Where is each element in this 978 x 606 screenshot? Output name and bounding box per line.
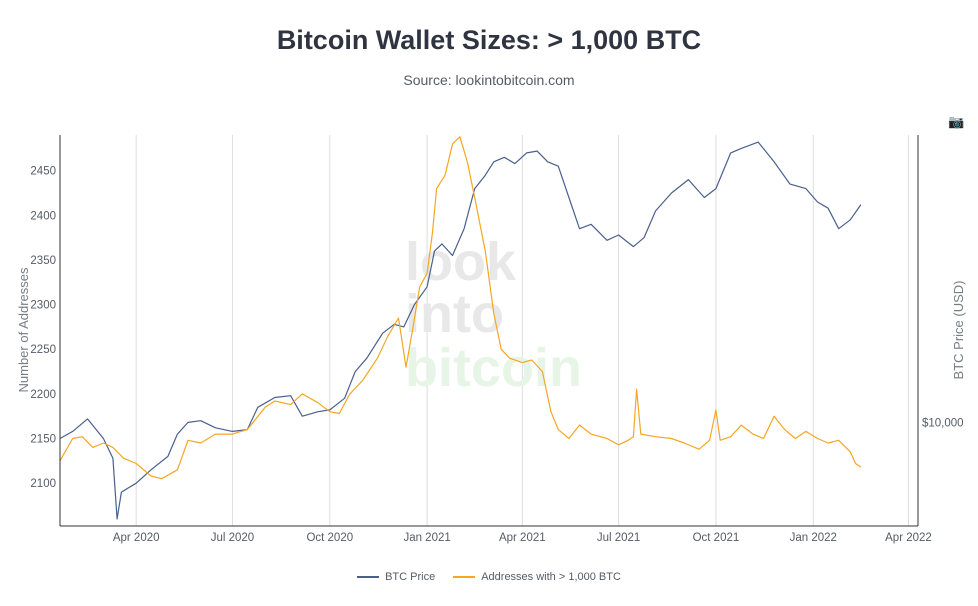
watermark-bitcoin: bitcoin bbox=[405, 338, 582, 398]
legend-swatch-btc-price bbox=[357, 576, 380, 578]
series-line-addresses bbox=[59, 136, 862, 480]
legend: BTC Price Addresses with > 1,000 BTC bbox=[0, 571, 978, 583]
y2-tick-label: $10,000 bbox=[922, 417, 964, 429]
legend-item-btc-price[interactable]: BTC Price bbox=[357, 571, 435, 583]
x-tick-label: Jul 2021 bbox=[597, 532, 640, 544]
legend-swatch-addresses bbox=[453, 576, 476, 578]
y-tick-label: 2200 bbox=[30, 389, 56, 401]
y-tick-label: 2250 bbox=[30, 344, 56, 356]
watermark: look into bitcoin bbox=[405, 232, 582, 398]
y-axis-title: Number of Addresses bbox=[16, 267, 31, 393]
x-tick-label: Jul 2020 bbox=[211, 532, 254, 544]
y-tick-label: 2400 bbox=[30, 210, 56, 222]
legend-label-addresses: Addresses with > 1,000 BTC bbox=[481, 571, 621, 583]
x-tick-label: Jan 2021 bbox=[403, 532, 450, 544]
series-layer bbox=[59, 136, 862, 520]
y-tick-label: 2350 bbox=[30, 255, 56, 267]
y2-axis-title: BTC Price (USD) bbox=[951, 281, 966, 380]
y-tick-label: 2150 bbox=[30, 434, 56, 446]
axes: Apr 2020 Jul 2020 Oct 2020 Jan 2021 Apr 2021… bbox=[30, 135, 964, 544]
y-tick-label: 2100 bbox=[30, 478, 56, 490]
grid-lines bbox=[135, 135, 909, 526]
legend-item-addresses[interactable]: Addresses with > 1,000 BTC bbox=[453, 571, 621, 583]
legend-label-btc-price: BTC Price bbox=[385, 571, 436, 583]
x-tick-label: Apr 2020 bbox=[113, 532, 160, 544]
x-tick-label: Apr 2021 bbox=[499, 532, 546, 544]
x-tick-label: Oct 2021 bbox=[693, 532, 740, 544]
x-tick-label: Jan 2022 bbox=[790, 532, 837, 544]
x-tick-label: Apr 2022 bbox=[885, 532, 932, 544]
watermark-into: into bbox=[405, 284, 504, 344]
camera-icon[interactable]: 📷 bbox=[948, 114, 965, 129]
series-line-btc-price bbox=[59, 141, 862, 520]
chart-title: Bitcoin Wallet Sizes: > 1,000 BTC bbox=[276, 25, 702, 55]
y-tick-label: 2300 bbox=[30, 300, 56, 312]
x-tick-label: Oct 2020 bbox=[306, 532, 353, 544]
chart-subtitle: Source: lookintobitcoin.com bbox=[403, 72, 575, 88]
watermark-look: look bbox=[405, 232, 517, 292]
y-tick-label: 2450 bbox=[30, 166, 56, 178]
